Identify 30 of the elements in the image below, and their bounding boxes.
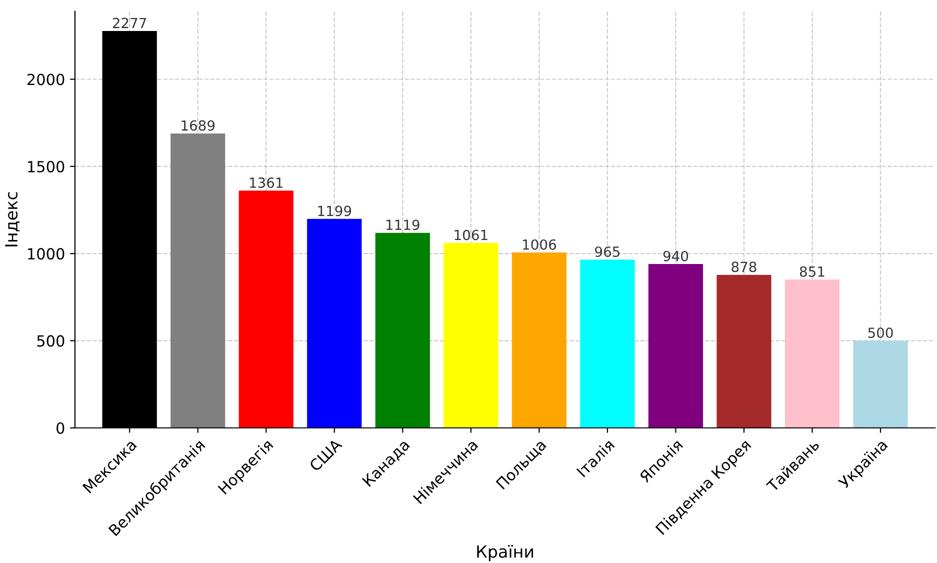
- bar: [716, 274, 772, 428]
- bar: [238, 190, 294, 428]
- data-label: 1361: [250, 177, 282, 188]
- y-tick-label: 1000: [28, 248, 64, 260]
- data-label: 500: [868, 328, 893, 338]
- bar: [784, 280, 840, 428]
- data-label: 1689: [182, 120, 215, 131]
- data-label: 1006: [523, 239, 556, 250]
- y-tick-label: 2000: [27, 74, 64, 86]
- data-label: 1119: [386, 220, 420, 230]
- bar: [580, 260, 635, 428]
- bar: [853, 340, 908, 428]
- data-label: 965: [595, 246, 620, 257]
- y-axis-title: Індекс: [5, 192, 20, 246]
- data-label: 851: [800, 266, 824, 277]
- y-tick-label: 500: [37, 335, 64, 347]
- bar: [375, 232, 430, 428]
- data-label: 878: [732, 262, 756, 272]
- data-label: 1199: [318, 206, 352, 216]
- y-tick-label: 0: [56, 422, 64, 434]
- data-label: 2277: [112, 18, 146, 28]
- y-tick-label: 1500: [28, 160, 64, 172]
- bar: [648, 264, 704, 428]
- data-label: 1061: [454, 230, 488, 240]
- bar: [307, 218, 362, 428]
- x-axis-title: Країни: [477, 544, 534, 562]
- bar: [444, 242, 498, 428]
- bar: [512, 252, 566, 428]
- bar: [170, 133, 226, 428]
- data-label: 940: [663, 250, 688, 262]
